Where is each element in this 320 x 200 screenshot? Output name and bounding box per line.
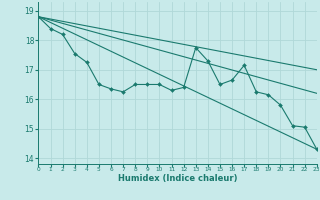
X-axis label: Humidex (Indice chaleur): Humidex (Indice chaleur): [118, 174, 237, 183]
